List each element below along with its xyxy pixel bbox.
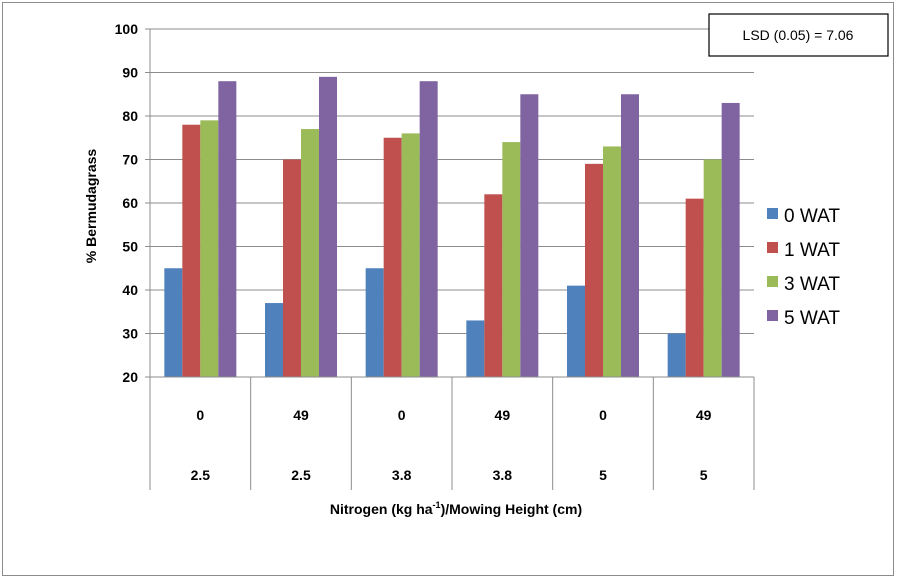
y-tick-label: 40: [122, 282, 138, 298]
x-category-label: 49: [495, 407, 511, 423]
y-tick-label: 30: [122, 326, 138, 342]
axes: [149, 29, 755, 490]
y-tick-label: 100: [115, 21, 139, 37]
x-axis-title-superscript: -1: [433, 500, 441, 510]
bar: [520, 94, 539, 377]
y-tick-label: 50: [122, 239, 138, 255]
x-axis-title-part2: )/Mowing Height (cm): [441, 501, 583, 517]
bar: [621, 94, 639, 377]
legend-swatch: [767, 276, 778, 287]
y-tick-label: 70: [122, 152, 138, 168]
x-category-label-level2: 2.5: [291, 467, 311, 483]
bars: [164, 76, 740, 377]
bar: [703, 159, 722, 377]
y-axis-title: % Bermudagrass: [83, 149, 99, 264]
bar: [585, 163, 603, 377]
x-category-label: 0: [196, 407, 204, 423]
bar: [667, 333, 686, 377]
bar: [164, 268, 183, 377]
lsd-annotation-box: LSD (0.05) = 7.06: [708, 13, 889, 57]
y-tick-label: 80: [122, 108, 138, 124]
bar: [301, 129, 319, 377]
x-category-label: 49: [293, 407, 309, 423]
bar: [182, 124, 201, 377]
y-tick-label: 90: [122, 65, 138, 81]
legend-label: 1 WAT: [784, 240, 840, 261]
x-category-label-level2: 5: [599, 467, 607, 483]
x-category-label: 49: [696, 407, 712, 423]
bar: [603, 146, 621, 377]
x-category-label: 0: [599, 407, 607, 423]
bar: [283, 159, 301, 377]
legend-swatch: [767, 242, 778, 253]
x-category-label: 0: [398, 407, 406, 423]
gridlines: [150, 28, 754, 334]
bar: [218, 81, 237, 377]
bar: [685, 198, 704, 377]
x-category-label-level2: 5: [700, 467, 708, 483]
x-axis-title-part1: Nitrogen (kg ha: [330, 501, 433, 517]
y-tick-labels: 20 30 40 50 60 70 80 90 100: [115, 21, 150, 385]
y-tick-label: 20: [122, 369, 138, 385]
x-category-labels: 0 49 0 49 0 49 2.5 2.5 3.8 3.8 5 5: [191, 407, 712, 483]
legend-swatch: [767, 208, 778, 219]
x-category-label-level2: 3.8: [392, 467, 412, 483]
y-tick-label: 60: [122, 195, 138, 211]
legend-label: 3 WAT: [784, 274, 840, 295]
legend-swatch: [767, 310, 778, 321]
bar: [383, 137, 402, 377]
x-axis-title: Nitrogen (kg ha-1)/Mowing Height (cm): [330, 500, 582, 517]
bar: [721, 102, 740, 377]
bar: [419, 81, 438, 377]
bar: [365, 268, 384, 377]
bar: [484, 194, 503, 377]
legend-label: 5 WAT: [784, 308, 840, 329]
bar: [401, 133, 420, 377]
legend: 0 WAT 1 WAT 3 WAT 5 WAT: [767, 206, 840, 329]
bar: [567, 285, 585, 377]
x-category-label-level2: 2.5: [191, 467, 211, 483]
bar: [200, 120, 219, 377]
x-category-label-level2: 3.8: [493, 467, 513, 483]
bar: [466, 320, 485, 377]
bar: [502, 142, 521, 377]
bar: [265, 303, 283, 377]
lsd-annotation-text: LSD (0.05) = 7.06: [743, 27, 854, 43]
bar: [319, 76, 337, 377]
legend-label: 0 WAT: [784, 206, 840, 227]
